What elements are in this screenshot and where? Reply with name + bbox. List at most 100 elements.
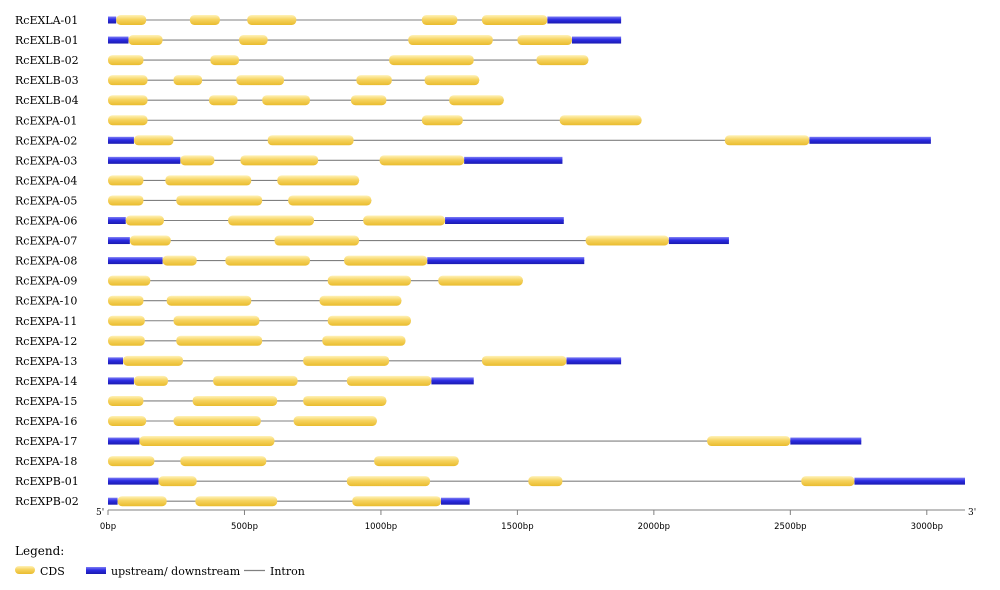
gene-row: RcEXPA-12 bbox=[15, 335, 406, 348]
cds-segment bbox=[108, 55, 144, 66]
cds-segment bbox=[449, 95, 504, 106]
legend: Legend: CDS upstream/ downstream Intron bbox=[15, 544, 305, 578]
gene-label: RcEXLB-03 bbox=[15, 74, 79, 87]
cds-segment bbox=[108, 175, 144, 186]
cds-segment bbox=[225, 255, 310, 266]
utr-segment bbox=[108, 217, 126, 224]
cds-segment bbox=[247, 15, 297, 25]
cds-segment bbox=[236, 75, 285, 86]
gene-label: RcEXPA-14 bbox=[15, 375, 77, 388]
cds-segment bbox=[327, 315, 411, 326]
gene-label: RcEXPA-13 bbox=[15, 355, 77, 368]
cds-segment bbox=[166, 295, 252, 306]
gene-row: RcEXPA-04 bbox=[15, 174, 360, 187]
gene-row: RcEXPB-01 bbox=[15, 475, 965, 488]
utr-segment bbox=[108, 357, 124, 365]
cds-segment bbox=[303, 355, 390, 366]
utr-segment bbox=[108, 237, 130, 245]
cds-segment bbox=[173, 75, 203, 86]
cds-segment bbox=[108, 95, 148, 106]
cds-segment bbox=[108, 75, 148, 86]
gene-label: RcEXPA-02 bbox=[15, 134, 77, 147]
axis-tick-label: 500bp bbox=[231, 522, 258, 532]
cds-segment bbox=[267, 135, 354, 146]
utr-segment bbox=[547, 16, 622, 24]
gene-label: RcEXLB-01 bbox=[15, 34, 79, 47]
cds-segment bbox=[180, 456, 267, 467]
cds-segment bbox=[240, 155, 319, 166]
cds-segment bbox=[133, 375, 169, 386]
cds-segment bbox=[189, 15, 220, 25]
cds-segment bbox=[262, 95, 310, 106]
gene-row: RcEXPA-10 bbox=[15, 295, 402, 308]
gene-label: RcEXPA-18 bbox=[15, 455, 77, 468]
axis-tick-label: 0bp bbox=[100, 522, 116, 532]
gene-row: RcEXPA-17 bbox=[15, 435, 862, 448]
axis-tick-label: 1000bp bbox=[365, 522, 397, 532]
cds-segment bbox=[288, 195, 372, 206]
gene-row: RcEXPA-15 bbox=[15, 395, 387, 408]
gene-row: RcEXPA-13 bbox=[15, 355, 622, 368]
cds-segment bbox=[117, 496, 167, 507]
bp-axis: 5' 3' 0bp 500bp 1000bp 1500bp 2000bp 2500bp 30… bbox=[96, 508, 976, 532]
utr-segment bbox=[445, 217, 564, 224]
utr-segment bbox=[431, 377, 474, 385]
gene-row: RcEXPA-11 bbox=[15, 315, 411, 328]
cds-segment bbox=[585, 235, 669, 246]
cds-segment bbox=[379, 155, 465, 166]
gene-row: RcEXLA-01 bbox=[15, 14, 622, 27]
gene-row: RcEXPA-03 bbox=[15, 154, 563, 167]
cds-segment bbox=[162, 255, 197, 266]
gene-row: RcEXPA-07 bbox=[15, 235, 729, 248]
cds-segment bbox=[438, 275, 523, 286]
cds-segment bbox=[108, 115, 148, 126]
five-prime-label: 5' bbox=[96, 508, 104, 518]
gene-row: RcEXPA-06 bbox=[15, 215, 564, 228]
legend-intron-label: Intron bbox=[270, 565, 305, 578]
utr-segment bbox=[108, 36, 129, 44]
legend-cds-label: CDS bbox=[40, 565, 65, 578]
cds-segment bbox=[322, 335, 406, 346]
three-prime-label: 3' bbox=[968, 508, 976, 518]
cds-segment bbox=[123, 355, 184, 366]
cds-segment bbox=[389, 55, 474, 66]
cds-segment bbox=[344, 255, 428, 266]
gene-label: RcEXPA-01 bbox=[15, 114, 77, 127]
cds-segment bbox=[346, 476, 431, 487]
cds-segment bbox=[559, 115, 642, 126]
utr-segment bbox=[566, 357, 622, 365]
cds-segment bbox=[517, 35, 572, 46]
legend-cds-swatch bbox=[15, 566, 35, 574]
cds-segment bbox=[180, 155, 215, 166]
cds-segment bbox=[352, 496, 441, 507]
cds-segment bbox=[158, 476, 197, 487]
cds-segment bbox=[165, 175, 252, 186]
cds-segment bbox=[421, 15, 458, 25]
gene-label: RcEXLB-04 bbox=[15, 94, 79, 107]
gene-row: RcEXPB-02 bbox=[15, 495, 470, 508]
cds-segment bbox=[346, 375, 432, 386]
cds-segment bbox=[424, 75, 480, 86]
cds-segment bbox=[133, 135, 174, 146]
cds-segment bbox=[363, 215, 446, 226]
utr-segment bbox=[854, 477, 965, 485]
cds-segment bbox=[176, 195, 263, 206]
utr-segment bbox=[571, 36, 622, 44]
cds-segment bbox=[195, 496, 278, 507]
utr-segment bbox=[108, 477, 159, 485]
gene-label: RcEXLA-01 bbox=[15, 14, 78, 27]
gene-label: RcEXPA-07 bbox=[15, 235, 77, 248]
cds-segment bbox=[293, 416, 377, 426]
gene-label: RcEXPA-08 bbox=[15, 255, 77, 268]
cds-segment bbox=[210, 55, 240, 66]
gene-rows: RcEXLA-01 RcEXLB-01 RcEXLB-02 RcEXLB-03 RcEX… bbox=[15, 14, 965, 508]
gene-row: RcEXPA-08 bbox=[15, 255, 585, 268]
gene-row: RcEXPA-05 bbox=[15, 194, 372, 207]
cds-segment bbox=[139, 436, 275, 447]
cds-segment bbox=[125, 215, 164, 226]
utr-segment bbox=[108, 437, 140, 445]
gene-row: RcEXLB-02 bbox=[15, 54, 589, 67]
legend-utr-label: upstream/ downstream bbox=[111, 565, 241, 578]
cds-segment bbox=[213, 375, 298, 386]
